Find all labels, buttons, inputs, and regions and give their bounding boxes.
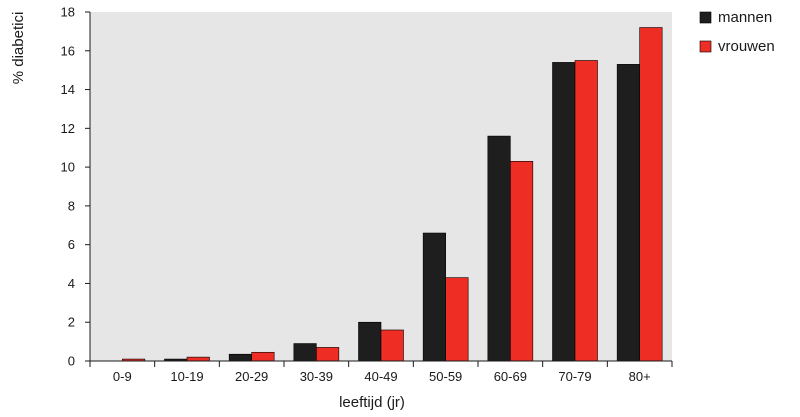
bar-vrouwen-60-69 bbox=[510, 160, 534, 362]
y-tick-label: 4 bbox=[68, 276, 75, 291]
legend: mannen vrouwen bbox=[699, 9, 775, 55]
bar-mannen-80 bbox=[616, 64, 640, 362]
x-axis-label: leeftijd (jr) bbox=[339, 394, 405, 411]
bars-group bbox=[122, 27, 663, 362]
bar-vrouwen-50-59 bbox=[445, 277, 469, 362]
x-tick-label-0-9: 0-9 bbox=[113, 369, 132, 384]
bar-mannen-40-49 bbox=[358, 321, 382, 362]
legend-swatch-mannen bbox=[699, 11, 712, 24]
y-tick-label: 8 bbox=[68, 198, 75, 213]
x-tick-label-10-19: 10-19 bbox=[170, 369, 203, 384]
y-tick-label: 12 bbox=[61, 121, 75, 136]
legend-label-mannen: mannen bbox=[718, 9, 772, 26]
bar-vrouwen-70-79 bbox=[574, 60, 598, 362]
y-tick-label: 18 bbox=[61, 5, 75, 20]
legend-swatch-vrouwen bbox=[699, 40, 712, 53]
bar-mannen-60-69 bbox=[487, 135, 511, 362]
y-ticks-group: 0 2 4 6 8 10 12 14 16 18 bbox=[61, 5, 90, 369]
x-tick-label-70-79: 70-79 bbox=[558, 369, 591, 384]
y-tick-label: 10 bbox=[61, 160, 75, 175]
bar-mannen-70-79 bbox=[552, 62, 576, 362]
x-tick-label-50-59: 50-59 bbox=[429, 369, 462, 384]
y-axis-label: % diabetici bbox=[10, 12, 27, 85]
x-tick-label-40-49: 40-49 bbox=[364, 369, 397, 384]
y-tick-label: 6 bbox=[68, 237, 75, 252]
bar-mannen-20-29 bbox=[228, 353, 252, 362]
y-tick-label: 16 bbox=[61, 43, 75, 58]
x-ticks-group: 0-9 10-19 20-29 30-39 40-49 50-59 60-69 70-79 80… bbox=[89, 361, 673, 384]
y-tick-label: 0 bbox=[68, 354, 75, 369]
bar-vrouwen-30-39 bbox=[316, 347, 340, 362]
x-tick-label-20-29: 20-29 bbox=[235, 369, 268, 384]
bar-vrouwen-10-19 bbox=[186, 356, 210, 362]
bar-vrouwen-20-29 bbox=[251, 351, 275, 362]
y-tick-label: 14 bbox=[61, 82, 75, 97]
legend-label-vrouwen: vrouwen bbox=[718, 38, 775, 55]
x-tick-label-30-39: 30-39 bbox=[300, 369, 333, 384]
bar-mannen-30-39 bbox=[293, 343, 317, 362]
bar-mannen-50-59 bbox=[422, 232, 446, 362]
x-tick-label-80: 80+ bbox=[629, 369, 651, 384]
bar-vrouwen-80 bbox=[639, 27, 663, 362]
x-tick-label-60-69: 60-69 bbox=[494, 369, 527, 384]
y-tick-label: 2 bbox=[68, 315, 75, 330]
bar-vrouwen-40-49 bbox=[380, 329, 404, 362]
